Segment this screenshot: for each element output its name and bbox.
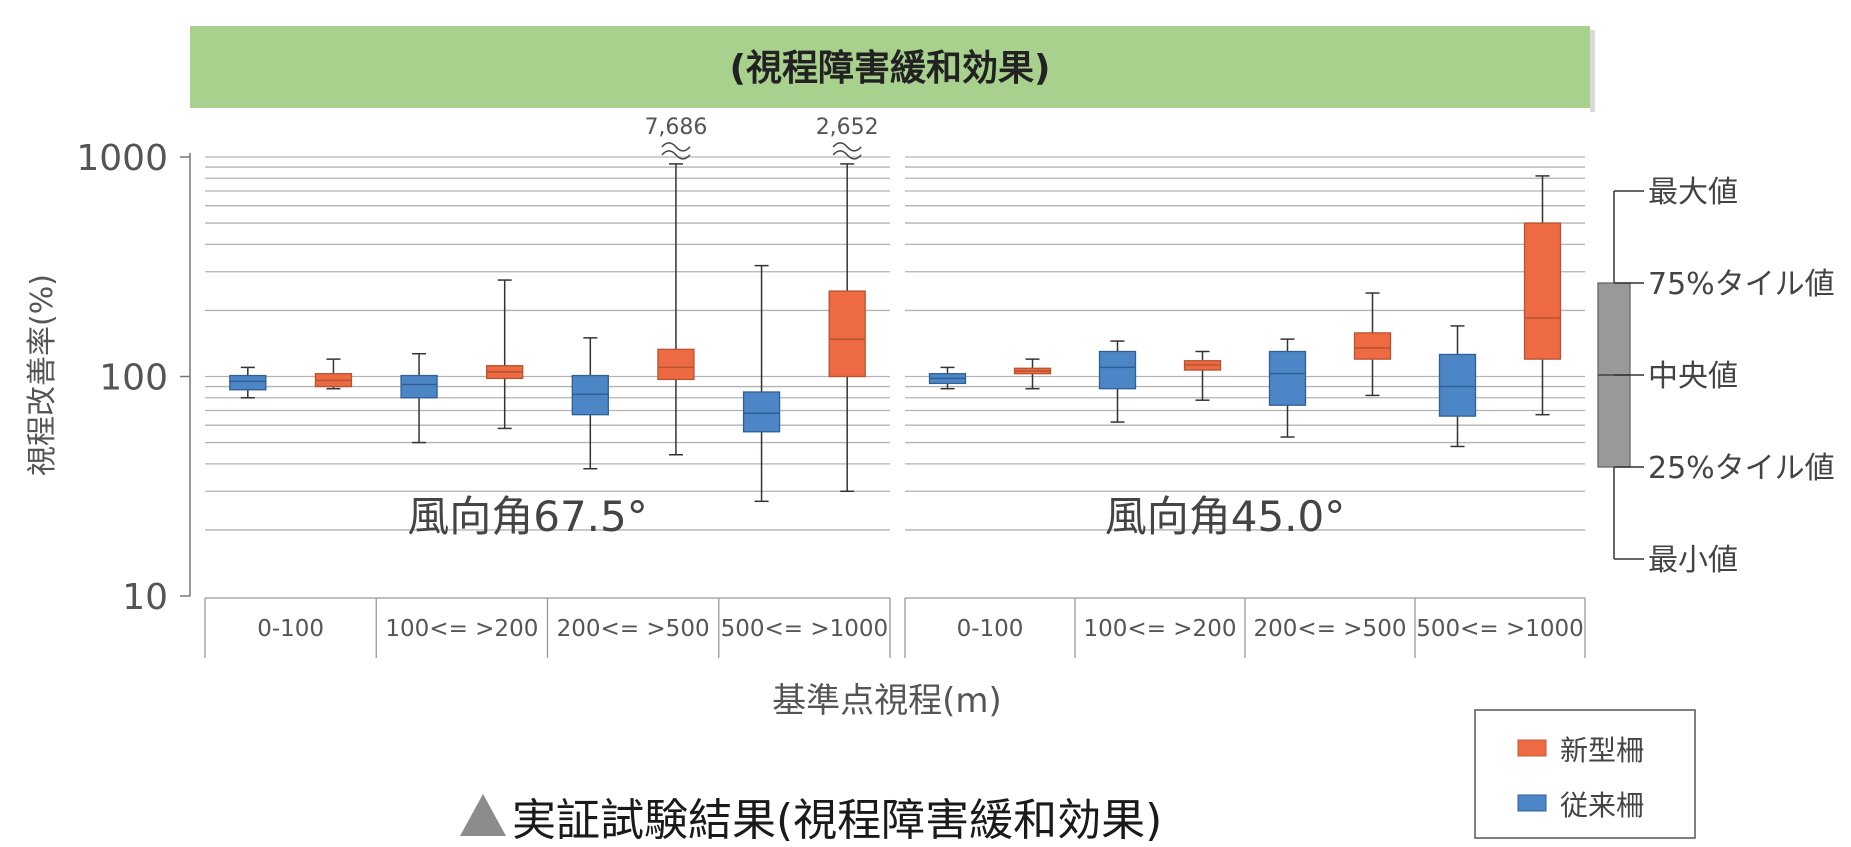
caption-triangle-marker (460, 794, 506, 836)
y-axis-title: 視程改善率(%) (25, 274, 60, 476)
x-axis-title: 基準点視程(m) (772, 681, 1002, 721)
x-tick-label: 200<= >500 (557, 616, 710, 642)
box-layer: 7,686 2,652 風向角67.5° 風向角45.0° (229, 115, 1562, 541)
y-tick-label: 1000 (76, 138, 168, 179)
legend-frame (1474, 709, 1696, 839)
max-value-label: 7,686 (644, 115, 707, 140)
key-label-min: 最小値 (1648, 543, 1738, 578)
x-tick-label: 200<= >500 (1254, 616, 1407, 642)
max-value-label: 2,652 (816, 115, 879, 140)
key-label-median: 中央値 (1648, 359, 1738, 394)
banner-title: (視程障害緩和効果) (730, 48, 1051, 89)
y-tick-label: 10 (122, 577, 168, 618)
box (1268, 350, 1307, 406)
box (742, 391, 781, 433)
title-banner (190, 26, 1590, 108)
legend-swatch-new (1517, 739, 1547, 757)
box (1098, 350, 1137, 390)
title-banner-shadow (1590, 30, 1595, 112)
box (1353, 332, 1392, 360)
x-tick-label: 500<= >1000 (721, 616, 889, 642)
legend: 新型柵 従来柵 (1474, 709, 1696, 839)
box (400, 374, 438, 399)
x-tick-label: 100<= >200 (385, 616, 538, 642)
box (828, 290, 866, 378)
panel-label: 風向角67.5° (407, 492, 648, 541)
panel-label: 風向角45.0° (1105, 492, 1346, 541)
box (229, 374, 267, 391)
legend-label-new: 新型柵 (1560, 734, 1644, 767)
x-tick-label: 0-100 (257, 616, 324, 642)
y-tick-label: 100 (99, 358, 168, 399)
key-label-q1: 25%タイル値 (1648, 451, 1835, 486)
legend-swatch-old (1517, 794, 1547, 812)
axis-layer: 10 100 1000 0-100 100<= >200 200<= >500 500<= … (76, 138, 1586, 658)
axis-break-mark (832, 142, 862, 160)
box (1438, 353, 1477, 417)
key-label-q3: 75%タイル値 (1648, 267, 1835, 302)
x-tick-label: 500<= >1000 (1416, 616, 1584, 642)
box (1523, 222, 1562, 360)
key-label-max: 最大値 (1648, 175, 1738, 210)
legend-label-old: 従来柵 (1560, 789, 1644, 822)
box (571, 374, 609, 416)
x-tick-label: 0-100 (957, 616, 1024, 642)
axis-break-mark (661, 142, 691, 160)
x-tick-label: 100<= >200 (1084, 616, 1237, 642)
box (657, 348, 695, 381)
caption-text: 実証試験結果(視程障害緩和効果) (512, 795, 1162, 846)
